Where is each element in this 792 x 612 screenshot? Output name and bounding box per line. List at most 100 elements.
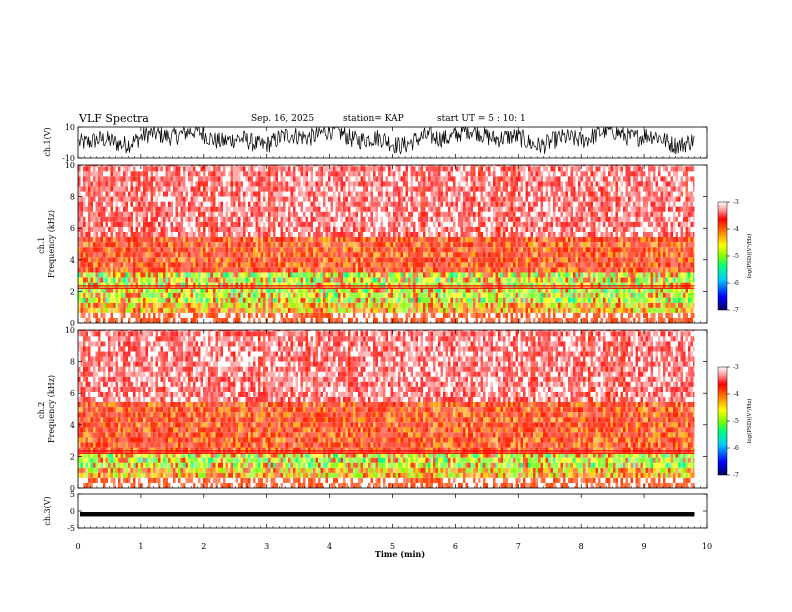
ch1-spectrogram-cell	[258, 242, 261, 248]
ch1-spectrogram-cell	[153, 292, 156, 298]
ch1-spectrogram-cell	[270, 165, 273, 167]
ch1-spectrogram-cell	[413, 206, 416, 212]
ch1-spectrogram-cell	[293, 176, 296, 182]
ch1-spectrogram-cell	[250, 252, 253, 258]
ch1-spectrogram-cell	[465, 317, 468, 323]
ch1-spectrogram-cell	[490, 237, 493, 243]
ch1-spectrogram-cell	[218, 282, 221, 288]
ch1-spectrogram-cell	[428, 317, 431, 323]
ch1-spectrogram-cell	[103, 282, 106, 288]
ch1-spectrogram-cell	[455, 196, 458, 202]
ch1-spectrogram-cell	[93, 216, 96, 222]
ch1-spectrogram-cell	[403, 226, 406, 232]
ch1-spectrogram-cell	[98, 216, 101, 222]
ch1-spectrogram-cell	[245, 292, 248, 298]
ch1-spectrogram-cell	[368, 242, 371, 248]
ch1-spectrogram-cell	[135, 171, 138, 177]
ch1-spectrogram-cell	[78, 181, 81, 187]
ch1-spectrogram-cell	[200, 201, 203, 207]
ch1-spectrogram-cell	[250, 211, 253, 217]
ch1-spectrogram-cell	[505, 191, 508, 197]
ch1-spectrogram-cell	[335, 216, 338, 222]
ch1-spectrogram-cell	[85, 226, 88, 232]
ch1-spectrogram-cell	[353, 201, 356, 207]
ch1-spectrogram-cell	[475, 176, 478, 182]
ch1-spectrogram-cell	[238, 282, 241, 288]
ch1-spectrogram-cell	[398, 287, 401, 293]
ch1-spectrogram-cell	[195, 181, 198, 187]
ch1-spectrogram-cell	[468, 237, 471, 243]
ch1-spectrogram-cell	[90, 287, 93, 293]
ch1-spectrogram-cell	[108, 307, 111, 313]
ch1-spectrogram-cell	[175, 277, 178, 283]
ch1-spectrogram-cell	[393, 302, 396, 308]
ch1-spectrogram-cell	[453, 277, 456, 283]
ch1-spectrogram-cell	[305, 191, 308, 197]
ch1-spectrogram-cell	[130, 292, 133, 298]
ch1-spectrogram-cell	[258, 317, 261, 323]
ch1-spectrogram-cell	[300, 221, 303, 227]
ch1-spectrogram-cell	[438, 272, 441, 278]
ch1-spectrogram-cell	[423, 165, 426, 167]
ch1-spectrogram-cell	[410, 211, 413, 217]
ch1-spectrogram-cell	[203, 282, 206, 288]
ch1-spectrogram-cell	[465, 292, 468, 298]
ch1-spectrogram-cell	[448, 282, 451, 288]
ch1-spectrogram-cell	[318, 232, 321, 238]
ch1-spectrogram-cell	[95, 242, 98, 248]
ch1-spectrogram-cell	[103, 237, 106, 243]
ch1-spectrogram-cell	[375, 292, 378, 298]
ch1-spectrogram-cell	[435, 232, 438, 238]
ch1-spectrogram-cell	[90, 196, 93, 202]
ch1-spectrogram-cell	[138, 277, 141, 283]
ch1-spectrogram-cell	[348, 252, 351, 258]
ch1-spectrogram-cell	[183, 186, 186, 192]
ch1-spectrogram-cell	[105, 282, 108, 288]
ch1-spectrogram-cell	[338, 262, 341, 268]
ch1-spectrogram-cell	[463, 267, 466, 273]
ch1-spectrogram-cell	[355, 237, 358, 243]
ch1-spectrogram-cell	[135, 277, 138, 283]
ch1-spectrogram-cell	[288, 226, 291, 232]
ch1-spectrogram-cell	[305, 262, 308, 268]
ch1-spectrogram-cell	[440, 165, 443, 167]
ch1-spectrogram-cell	[108, 201, 111, 207]
ch1-spectrogram-cell	[360, 312, 363, 318]
ch1-spectrogram-cell	[395, 186, 398, 192]
ch1-spectrogram-cell	[515, 312, 518, 318]
ch1-spectrogram-cell	[178, 257, 181, 263]
ch1-spectrogram-cell	[108, 317, 111, 323]
ch1-spectrogram-cell	[215, 292, 218, 298]
ch1-spectrogram-cell	[268, 171, 271, 177]
ch1-spectrogram-cell	[188, 221, 191, 227]
ch1-spectrogram-cell	[498, 165, 501, 167]
ch1-spectrogram-cell	[333, 287, 336, 293]
ch1-spectrogram-cell	[155, 247, 158, 253]
ch1-spectrogram-cell	[425, 297, 428, 303]
ch1-spectrogram-cell	[163, 176, 166, 182]
ch1-spectrogram-cell	[130, 282, 133, 288]
ch1-spectrogram-cell	[513, 242, 516, 248]
ch1-spectrogram-cell	[90, 171, 93, 177]
ch1-spectrogram-cell	[135, 282, 138, 288]
ch1-spectrogram-cell	[293, 267, 296, 273]
ch1-spectrogram-cell	[268, 181, 271, 187]
ch1-spectrogram-cell	[515, 307, 518, 313]
ch1-spectrogram-cell	[233, 242, 236, 248]
ch1-spectrogram-cell	[215, 226, 218, 232]
ch1-spectrogram-cell	[205, 267, 208, 273]
ch1-spectrogram-cell	[180, 282, 183, 288]
ch1-spectrogram-cell	[498, 176, 501, 182]
ch1-spectrogram-cell	[500, 282, 503, 288]
ch1-spectrogram-cell	[240, 262, 243, 268]
ch1-spectrogram-cell	[148, 282, 151, 288]
ch1-spectrogram-cell	[330, 282, 333, 288]
ch1-spectrogram-cell	[378, 282, 381, 288]
ch1-spectrogram-cell	[230, 166, 233, 172]
ch1-spectrogram-cell	[120, 297, 123, 303]
ch1-spectrogram-cell	[100, 307, 103, 313]
ch1-spectrogram-cell	[405, 165, 408, 167]
ch1-spectrogram-cell	[393, 247, 396, 253]
ch1-spectrogram-cell	[240, 267, 243, 273]
ch1-spectrogram-cell	[268, 262, 271, 268]
